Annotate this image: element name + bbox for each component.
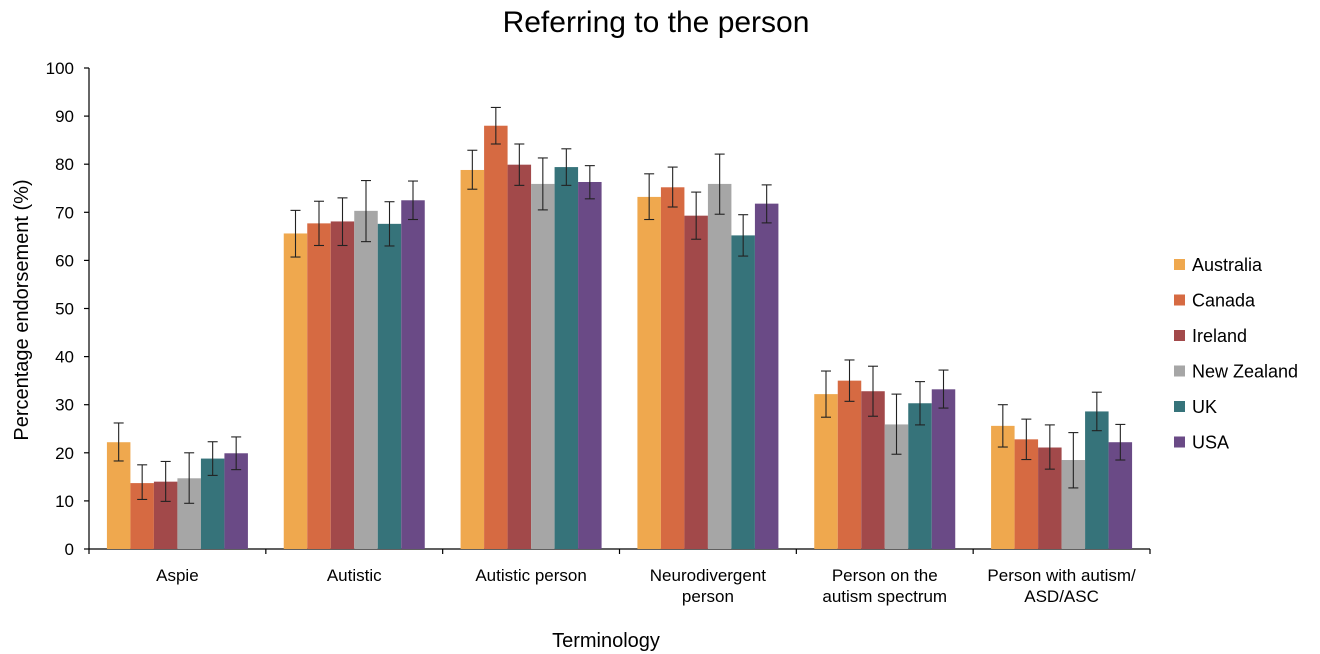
bar: [484, 125, 508, 549]
y-axis-label: Percentage endorsement (%): [11, 179, 33, 440]
legend-swatch: [1174, 259, 1185, 270]
bar: [106, 442, 131, 549]
y-tick-label: 20: [55, 444, 74, 463]
bar: [377, 223, 402, 549]
bar: [177, 478, 201, 549]
category-label: Neurodivergent person: [650, 566, 767, 606]
bar: [684, 215, 708, 550]
chart-title: Referring to the person: [503, 6, 810, 39]
legend-label: Australia: [1192, 255, 1263, 275]
axes: 0 10 20 30 40 50 60 70 80 90 100: [46, 59, 1151, 559]
y-tick-label: 40: [55, 348, 74, 367]
bar: [330, 221, 355, 549]
category-labels: Aspie Autistic Autistic person Neurodiverge…: [156, 566, 1136, 606]
bar: [731, 235, 755, 549]
legend-swatch: [1174, 294, 1185, 306]
bar: [224, 453, 248, 549]
bar: [401, 200, 425, 549]
bar: [837, 380, 862, 549]
bar: [1014, 439, 1039, 549]
y-tick-label: 70: [55, 203, 74, 222]
y-tick-label: 30: [55, 396, 74, 415]
category-label: Autistic person: [475, 566, 587, 585]
y-tick-label: 50: [55, 300, 74, 319]
bar: [707, 183, 732, 549]
bar: [637, 196, 661, 549]
x-axis-label: Terminology: [552, 630, 660, 652]
y-tick-label: 80: [55, 155, 74, 174]
bar: [1038, 447, 1062, 549]
legend-swatch: [1174, 365, 1185, 377]
y-tick-label: 10: [55, 492, 74, 511]
bar: [861, 391, 885, 549]
category-label: Aspie: [156, 566, 199, 585]
bar: [814, 394, 838, 549]
bar: [153, 481, 178, 549]
bar: [554, 167, 579, 549]
legend-swatch: [1174, 330, 1185, 341]
legend: Australia Canada Ireland New Zealand UK USA: [1174, 255, 1298, 453]
bar: [660, 187, 685, 549]
bar: [200, 458, 225, 549]
bar: [1085, 411, 1109, 549]
y-tick-label: 0: [65, 540, 74, 559]
bar: [1061, 460, 1086, 549]
y-tick-label: 100: [46, 59, 74, 78]
legend-label: New Zealand: [1192, 362, 1298, 382]
legend-label: UK: [1192, 397, 1217, 417]
bar: [908, 403, 932, 549]
legend-label: Ireland: [1192, 326, 1247, 346]
bar: [531, 183, 555, 549]
y-tick-label: 60: [55, 251, 74, 270]
legend-swatch: [1174, 436, 1185, 448]
error-bars: [113, 106, 1126, 504]
legend-swatch: [1174, 401, 1185, 412]
bar: [507, 164, 532, 549]
bar: [754, 203, 779, 549]
legend-label: USA: [1192, 433, 1229, 453]
bar: [1108, 442, 1133, 549]
bar: [931, 389, 956, 549]
bar: [578, 181, 602, 549]
y-tick-label: 90: [55, 107, 74, 126]
bar: [884, 424, 909, 549]
category-label: Autistic: [327, 566, 382, 585]
bar: [130, 483, 154, 549]
bars: [106, 125, 1133, 550]
category-label: Person with autism/ASD/ASC: [987, 566, 1136, 606]
bar: [460, 169, 485, 550]
category-label: Person on the autism spectrum: [822, 566, 947, 606]
bar: [283, 233, 308, 550]
bar: [991, 425, 1015, 549]
bar: [354, 210, 378, 549]
legend-label: Canada: [1192, 291, 1256, 311]
bar: [307, 223, 331, 549]
